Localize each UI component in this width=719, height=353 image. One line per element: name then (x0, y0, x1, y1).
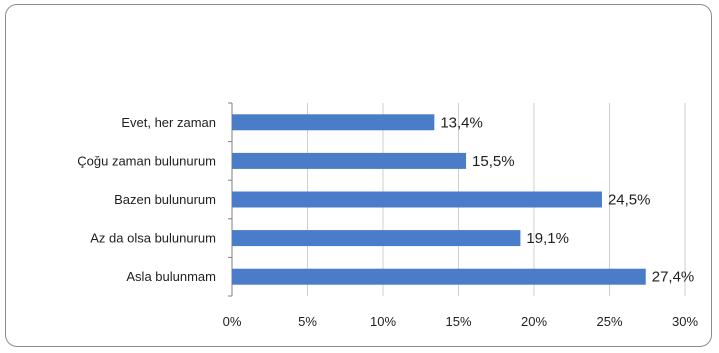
data-label: 27,4% (652, 269, 695, 286)
data-label: 24,5% (608, 192, 651, 209)
bar-layer (232, 114, 646, 285)
grid-layer (228, 102, 686, 297)
bar (232, 191, 602, 208)
category-label: Az da olsa bulunurum (90, 231, 216, 246)
bar (232, 268, 646, 285)
x-tick-label: 15% (445, 314, 471, 329)
x-tick-label: 5% (298, 314, 317, 329)
x-tick-label: 25% (596, 314, 622, 329)
bar (232, 230, 521, 247)
x-tick-label: 0% (223, 314, 242, 329)
label-layer: 0% 5% 10% 15% 20% 25% 30% Evet, her zaman 13,4% Ç… (77, 114, 698, 329)
data-label: 13,4% (440, 114, 483, 131)
category-label: Bazen bulunurum (114, 192, 216, 207)
category-label: Evet, her zaman (121, 115, 216, 130)
x-tick-label: 30% (672, 314, 698, 329)
bar (232, 152, 467, 169)
x-tick-label: 10% (370, 314, 396, 329)
data-label: 19,1% (526, 230, 569, 247)
category-label: Asla bulunmam (126, 269, 216, 284)
bar (232, 114, 435, 131)
chart-frame (5, 4, 712, 347)
data-label: 15,5% (472, 153, 515, 170)
category-label: Çoğu zaman bulunurum (77, 153, 216, 168)
x-tick-label: 20% (521, 314, 547, 329)
